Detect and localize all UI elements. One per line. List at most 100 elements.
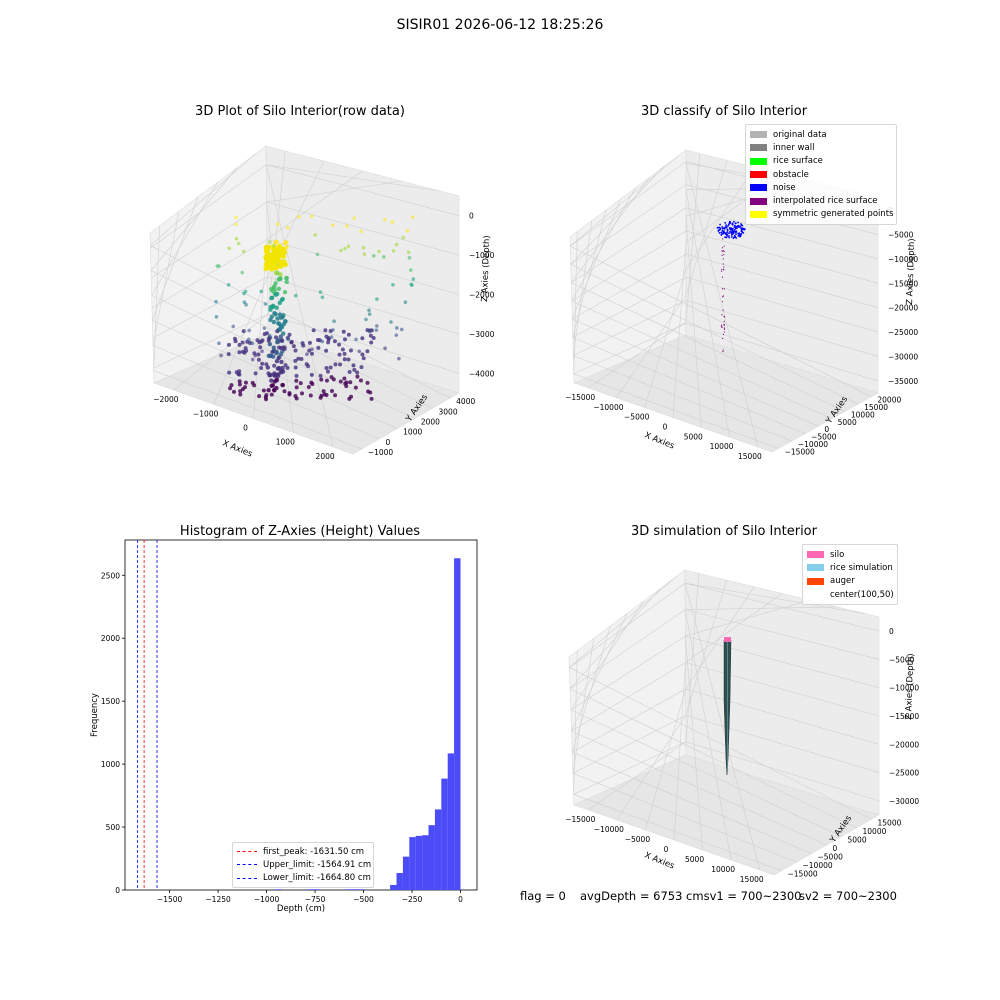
histogram-bar [428,825,435,890]
legend-label: interpolated rice surface [773,196,878,207]
scatter-point [274,378,280,383]
scatter-point [274,385,279,391]
scatter-point-interpolated [722,258,724,260]
scatter-point [389,320,393,324]
histogram-bar [409,837,416,890]
plot4-x-tick-label: 5000 [685,855,704,864]
scatter-point [263,261,269,267]
scatter-point-noise [725,232,727,235]
scatter-point [382,255,386,259]
scatter-point [263,248,269,254]
scatter-point [280,383,285,388]
scatter-point [293,293,298,298]
scatter-point [280,296,285,302]
scatter-point [270,383,276,388]
scatter-point [266,251,272,257]
scatter-point [242,300,247,304]
scatter-point [359,229,363,234]
scatter-point [282,261,288,268]
scatter-point [280,253,286,259]
scatter-point [278,334,283,339]
scatter-point-noise [731,231,734,234]
scatter-point [279,370,284,375]
scatter-point [305,352,309,357]
x-tick-label: −750 [305,895,326,904]
scatter-point [266,371,271,376]
legend-item-lower-limit: Lower_limit: -1664.80 cm [237,872,371,885]
scatter-point [273,249,279,255]
scatter-point [283,363,288,368]
scatter-point-noise [729,230,732,233]
scatter-point-interpolated [722,350,724,353]
scatter-point [310,347,314,352]
scatter-point [358,378,363,383]
scatter-point [265,254,271,260]
plot2-y-tick-label: −15000 [785,447,815,456]
scatter-point [289,340,294,345]
scatter-point [276,372,281,377]
scatter-point [272,363,277,368]
legend-item-interpolated-rice-surface: interpolated rice surface [750,194,892,207]
scatter-point [234,236,239,241]
scatter-point [401,235,406,240]
scatter-point-noise [734,222,737,225]
scatter-point-noise [727,223,730,226]
scatter-point-noise [730,232,733,234]
scatter-point [229,383,234,388]
plot3-frame [124,539,478,891]
scatter-point-noise [734,222,737,225]
scatter-point [280,246,286,252]
scatter-point [243,289,248,294]
legend-swatch [750,144,767,152]
scatter-point [266,336,271,341]
scatter-point [244,302,248,307]
scatter-point-noise [718,232,721,234]
legend-item-symmetric-generated-points: symmetric generated points [750,208,894,221]
scatter-point [272,287,277,293]
scatter-point [324,348,329,353]
scatter-point-noise [732,230,735,233]
scatter-point-noise [740,228,743,231]
scatter-point [279,323,284,328]
plot2-points [716,220,746,353]
scatter-point-interpolated [722,309,724,311]
scatter-point [273,311,278,317]
scatter-point [300,391,305,396]
scatter-point [255,338,260,343]
plot4-xlabel: X Axies [643,851,676,872]
x-tick-label: −1500 [157,895,183,904]
scatter-point-noise [733,220,735,223]
scatter-point [403,300,408,305]
scatter-point [274,350,279,356]
scatter-point [342,376,347,381]
plot4-legend: silo rice simulation auger center(100,50… [802,544,898,606]
scatter-point [276,327,281,332]
scatter-point [237,342,242,347]
scatter-point [394,333,399,337]
scatter-point [342,337,347,342]
scatter-point [268,372,273,378]
scatter-point [252,351,257,356]
scatter-point-interpolated [723,327,726,329]
scatter-point-noise [729,230,731,233]
plot1-z-tick-label: −1000 [469,251,495,260]
scatter-point-noise [737,221,739,224]
scatter-point [287,391,292,396]
scatter-point-noise [740,227,742,230]
scatter-point-interpolated [722,263,724,265]
scatter-point [281,313,286,318]
scatter-point [273,335,278,340]
scatter-point [264,250,270,256]
scatter-point-interpolated [723,331,726,333]
scatter-point [298,381,303,386]
histogram-bar [402,856,410,890]
scatter-point [266,387,271,393]
scatter-point [293,394,298,399]
scatter-point-noise [733,236,736,238]
scatter-point [277,300,282,306]
scatter-point [272,388,277,393]
scatter-point [338,362,343,367]
scatter-point [309,351,314,356]
scatter-point-noise [718,229,721,231]
scatter-point-noise [729,221,732,224]
